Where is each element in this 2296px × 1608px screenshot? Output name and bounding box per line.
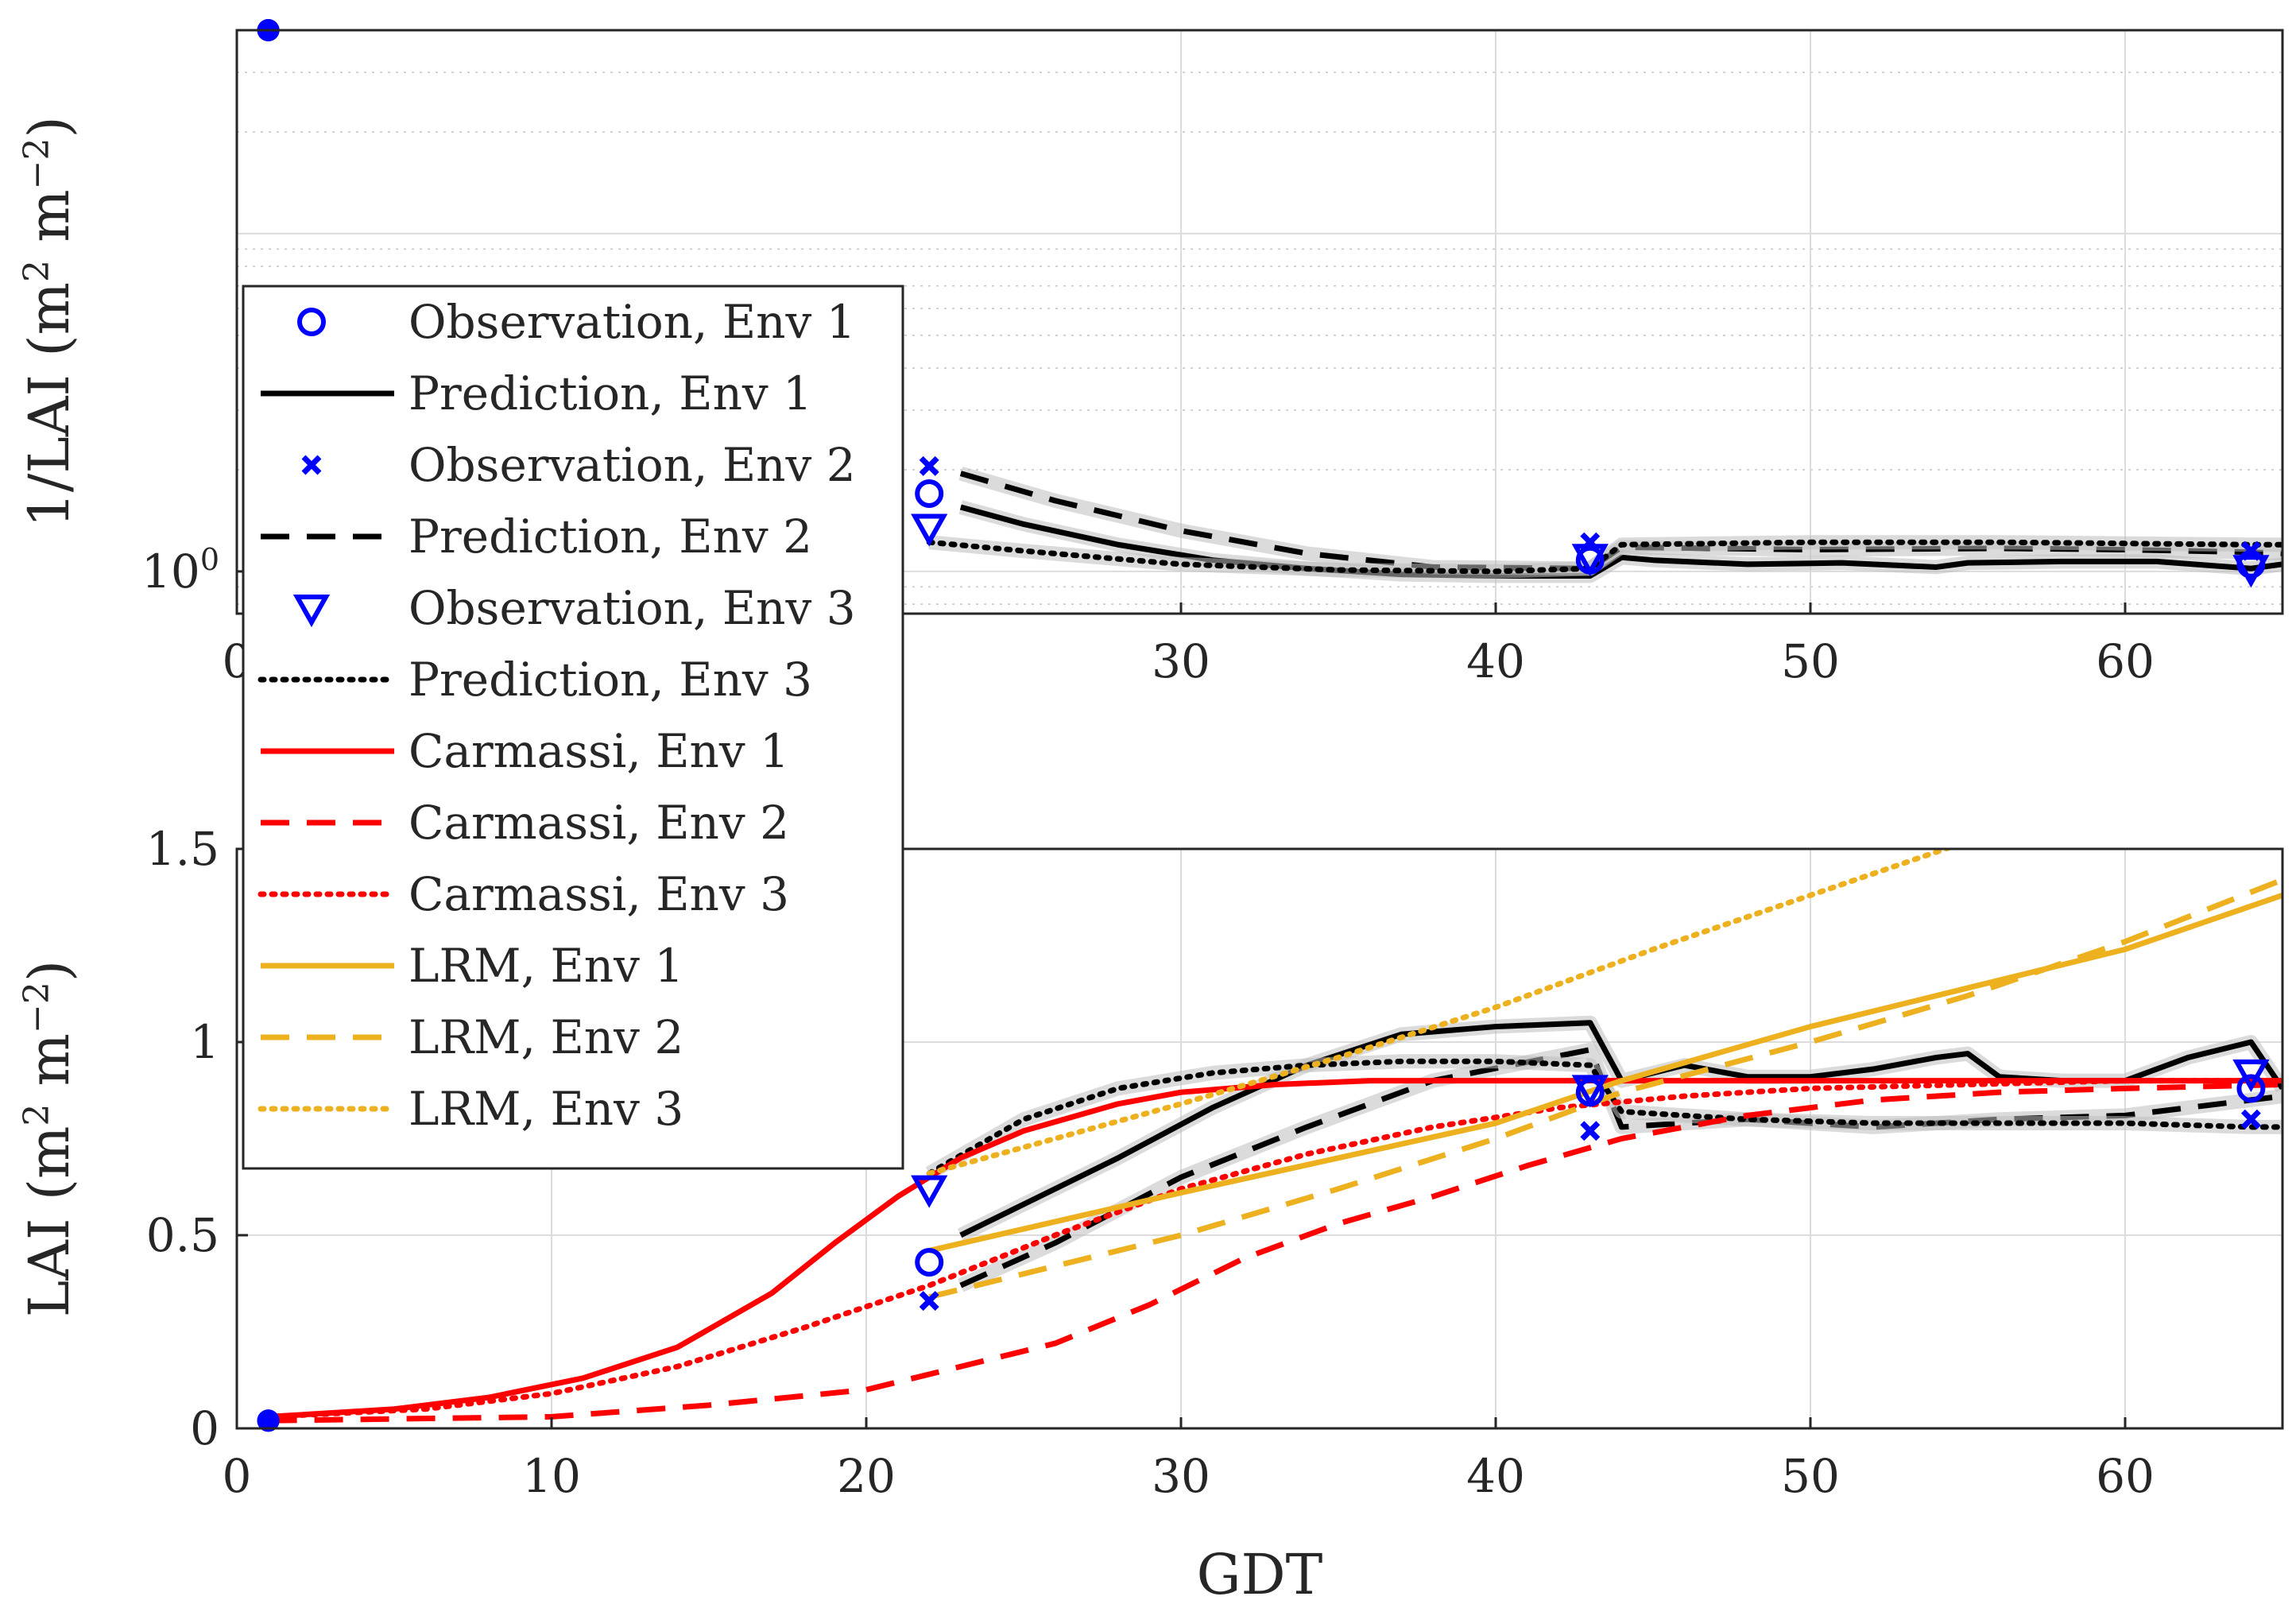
top-line-prediction-env-3 <box>926 539 2282 575</box>
legend-label: Observation, Env 2 <box>408 438 856 492</box>
legend-entry-observation-env-2: Observation, Env 2 <box>301 438 856 492</box>
bottom-x-tick-label: 50 <box>1781 1449 1840 1503</box>
legend-label: LRM, Env 1 <box>408 939 683 993</box>
bottom-line-carmassi-env-1 <box>268 1078 2282 1420</box>
legend-entry-observation-env-1: Observation, Env 1 <box>297 295 856 349</box>
legend: Observation, Env 1 Prediction, Env 1 Obser… <box>242 285 904 1170</box>
bottom-obs-observation-env-3 <box>911 1175 948 1208</box>
top-y-ticks: 100 <box>141 542 248 599</box>
bottom-x-tick-label: 40 <box>1466 1449 1525 1503</box>
legend-label: Prediction, Env 3 <box>408 653 812 707</box>
bottom-line-prediction-env-2 <box>959 1047 2282 1288</box>
bottom-x-tick-label: 30 <box>1152 1449 1210 1503</box>
bottom-obs-observation-env-1 <box>2236 1074 2266 1103</box>
bottom-x-tick-label: 20 <box>837 1449 896 1503</box>
bottom-y-tick-label: 1.5 <box>146 822 219 876</box>
bottom-observations <box>257 1059 2270 1432</box>
bottom-line-carmassi-env-3 <box>265 1078 2282 1420</box>
bottom-x-tick-label: 60 <box>2096 1449 2155 1503</box>
bottom-obs-observation-env-3 <box>1571 1075 1609 1108</box>
bottom-x-tick-label: 10 <box>522 1449 581 1503</box>
legend-label: Observation, Env 3 <box>408 581 856 635</box>
top-x-tick-label: 30 <box>1152 634 1210 688</box>
bottom-obs-observation-env-1 <box>915 1248 944 1277</box>
bottom-panel: 0 10 20 30 40 50 60 0 0.5 1 1.5 LAI (m2 m−2) GDT <box>17 822 2284 1607</box>
legend-marker-triangle-down <box>292 595 331 628</box>
bottom-line-lrm-env-3 <box>926 849 1954 1176</box>
bottom-x-tick-label: 0 <box>223 1449 252 1503</box>
top-series <box>926 466 2282 583</box>
top-obs-observation-env-1 <box>915 479 944 508</box>
bottom-line-prediction-env-3 <box>926 1058 2282 1176</box>
top-y-tick-label: 100 <box>141 542 219 599</box>
top-obs-observation-env-3 <box>911 513 948 547</box>
legend-label: Carmassi, Env 3 <box>408 867 789 921</box>
bottom-x-ticks: 0 10 20 30 40 50 60 <box>223 1417 2155 1503</box>
bottom-obs-observation-env-2 <box>2240 1109 2261 1129</box>
legend-entry-lrm-env-1: LRM, Env 1 <box>261 939 683 993</box>
bottom-y-tick-label: 1 <box>190 1015 219 1069</box>
top-panel: 0 30 40 50 60 100 1/LAI (m2 m−2) <box>17 19 2284 688</box>
bottom-y-ticks: 0 0.5 1 1.5 <box>146 822 248 1455</box>
legend-entry-carmassi-env-2: Carmassi, Env 2 <box>261 796 789 850</box>
bottom-x-axis-label: GDT <box>1197 1542 1323 1607</box>
legend-entry-prediction-env-2: Prediction, Env 2 <box>261 510 812 564</box>
legend-entry-observation-env-3: Observation, Env 3 <box>292 581 856 635</box>
legend-entry-lrm-env-2: LRM, Env 2 <box>261 1010 683 1064</box>
top-y-axis-label: 1/LAI (m2 m−2) <box>17 116 83 528</box>
bottom-obs-observation-env-2 <box>1580 1121 1601 1141</box>
bottom-y-axis-label: LAI (m2 m−2) <box>17 960 83 1317</box>
bottom-obs-observation-env-3 <box>2232 1059 2270 1092</box>
legend-marker-x <box>301 455 322 475</box>
legend-entry-lrm-env-3: LRM, Env 3 <box>257 1082 683 1136</box>
legend-label: Carmassi, Env 1 <box>408 724 789 778</box>
bottom-line-lrm-env-1 <box>928 893 2282 1253</box>
legend-label: Observation, Env 1 <box>408 295 856 349</box>
top-line-prediction-env-1 <box>959 504 2282 579</box>
bottom-y-tick-label: 0 <box>190 1401 219 1455</box>
legend-label: LRM, Env 3 <box>408 1082 683 1136</box>
legend-label: Prediction, Env 1 <box>408 366 812 420</box>
top-x-tick-label: 40 <box>1466 634 1525 688</box>
legend-label: Prediction, Env 2 <box>408 510 812 564</box>
legend-entry-carmassi-env-1: Carmassi, Env 1 <box>261 724 789 778</box>
top-x-tick-label: 50 <box>1781 634 1840 688</box>
top-obs-observation-env-3 <box>2232 555 2270 588</box>
bottom-y-tick-label: 0.5 <box>146 1208 219 1262</box>
top-obs-observation-env-3 <box>1571 544 1609 577</box>
top-x-tick-label: 60 <box>2096 634 2155 688</box>
legend-entry-prediction-env-3: Prediction, Env 3 <box>257 653 812 707</box>
legend-marker-circle <box>297 308 326 336</box>
bottom-axes-frame <box>235 847 2284 1430</box>
legend-label: Carmassi, Env 2 <box>408 796 789 850</box>
legend-entry-prediction-env-1: Prediction, Env 1 <box>261 366 812 420</box>
legend-entry-carmassi-env-3: Carmassi, Env 3 <box>257 867 789 921</box>
legend-box <box>242 285 904 1170</box>
top-axes-frame <box>235 29 2284 615</box>
bottom-obs-observation-env-3-filled <box>257 1409 280 1432</box>
bottom-obs-observation-env-2 <box>919 1291 939 1312</box>
top-obs-observation-env-2 <box>919 455 939 476</box>
bottom-series <box>265 849 2282 1424</box>
legend-label: LRM, Env 2 <box>408 1010 683 1064</box>
